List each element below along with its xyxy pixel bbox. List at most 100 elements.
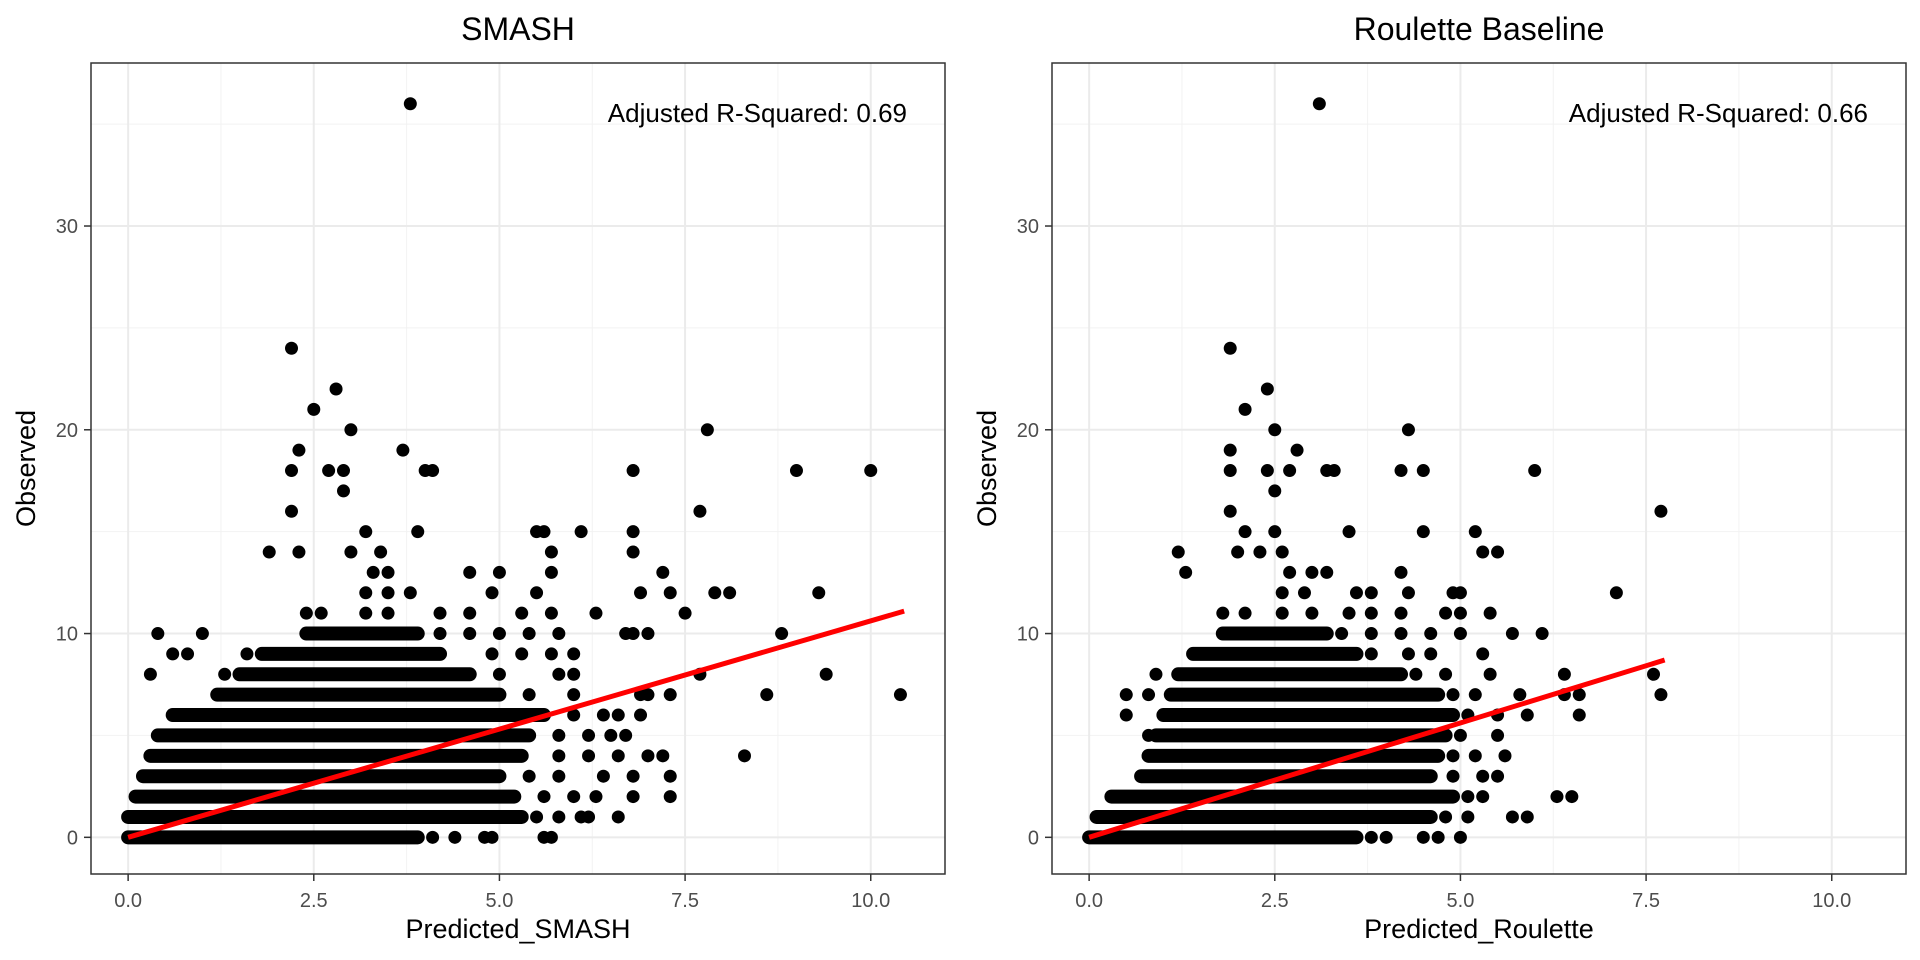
data-point — [433, 606, 447, 620]
data-point — [552, 627, 566, 641]
x-tick-label: 2.5 — [1261, 890, 1289, 912]
data-point — [678, 606, 692, 620]
x-tick-label: 7.5 — [1632, 890, 1660, 912]
data-point — [582, 749, 596, 763]
data-point — [1572, 688, 1586, 702]
data-point — [812, 586, 826, 600]
data-point — [663, 688, 677, 702]
data-point — [663, 586, 677, 600]
data-point — [411, 525, 425, 539]
x-tick-label: 0.0 — [1075, 890, 1103, 912]
data-point — [463, 627, 477, 641]
plot-border — [90, 62, 946, 875]
data-point — [723, 586, 737, 600]
data-point — [426, 830, 440, 844]
y-tick-label: 20 — [1017, 420, 1039, 442]
data-point — [492, 667, 506, 681]
x-axis-label: Predicted_Roulette — [1364, 914, 1594, 944]
data-point — [285, 341, 299, 355]
data-point — [1268, 484, 1282, 498]
data-point — [1349, 586, 1363, 600]
data-point — [1424, 647, 1438, 661]
panel-roulette-baseline: 0.0 2.5 5.0 7.5 10.0 0 10 20 30 Roulette Baseline… — [972, 11, 1907, 944]
data-point — [1609, 586, 1623, 600]
data-point — [522, 688, 536, 702]
data-point — [1461, 790, 1475, 804]
data-point — [530, 810, 544, 824]
data-point — [1275, 586, 1289, 600]
data-point — [1476, 545, 1490, 559]
regression-line — [127, 608, 905, 840]
data-point — [567, 708, 581, 722]
x-tick-label: 2.5 — [300, 890, 328, 912]
x-tick-label: 5.0 — [486, 890, 514, 912]
y-tick-label: 30 — [56, 216, 78, 238]
data-point — [1327, 464, 1341, 478]
data-point — [596, 708, 610, 722]
data-point — [544, 830, 558, 844]
data-point — [1364, 627, 1378, 641]
data-point — [1513, 688, 1527, 702]
data-point — [1394, 464, 1408, 478]
data-point — [552, 728, 566, 742]
data-point — [1520, 810, 1534, 824]
data-point — [582, 810, 596, 824]
data-point — [1431, 830, 1445, 844]
data-point — [1216, 606, 1230, 620]
data-point — [307, 402, 321, 416]
data-point — [604, 728, 618, 742]
data-point — [1394, 565, 1408, 579]
y-axis-label: Observed — [11, 410, 41, 527]
data-point — [1498, 749, 1512, 763]
data-point — [1439, 667, 1453, 681]
data-point — [1476, 790, 1490, 804]
data-point — [641, 688, 655, 702]
data-point — [292, 545, 306, 559]
data-point — [1416, 830, 1430, 844]
data-point — [1416, 525, 1430, 539]
data-point — [166, 647, 180, 661]
data-point — [329, 382, 343, 396]
data-point — [700, 423, 714, 437]
data-point — [619, 728, 633, 742]
data-point — [218, 667, 232, 681]
data-point — [1290, 443, 1304, 457]
data-point — [1379, 830, 1393, 844]
data-point — [1476, 647, 1490, 661]
data-point — [1453, 627, 1467, 641]
data-point — [1453, 830, 1467, 844]
chart-title: SMASH — [461, 11, 575, 47]
data-point — [1253, 545, 1267, 559]
data-point — [1142, 728, 1156, 742]
data-point — [552, 667, 566, 681]
plot-border — [1051, 62, 1907, 875]
data-point — [262, 545, 276, 559]
data-point — [1401, 647, 1415, 661]
data-point — [626, 769, 640, 783]
data-point — [1394, 606, 1408, 620]
data-point — [1453, 606, 1467, 620]
data-point — [1446, 749, 1460, 763]
x-axis-label: Predicted_SMASH — [405, 914, 630, 944]
data-point — [433, 627, 447, 641]
data-point — [1550, 790, 1564, 804]
data-point — [1312, 97, 1326, 111]
data-point — [552, 749, 566, 763]
data-point — [819, 667, 833, 681]
data-point — [1453, 728, 1467, 742]
data-point — [1491, 769, 1505, 783]
data-point — [1223, 464, 1237, 478]
data-point — [1283, 565, 1297, 579]
data-point — [893, 688, 907, 702]
data-point — [143, 667, 157, 681]
data-point — [485, 830, 499, 844]
data-point — [641, 749, 655, 763]
data-point — [544, 606, 558, 620]
y-tick-label: 0 — [67, 827, 78, 849]
data-point — [522, 627, 536, 641]
data-point — [1119, 688, 1133, 702]
data-point — [1557, 667, 1571, 681]
data-point — [403, 586, 417, 600]
data-point — [463, 565, 477, 579]
